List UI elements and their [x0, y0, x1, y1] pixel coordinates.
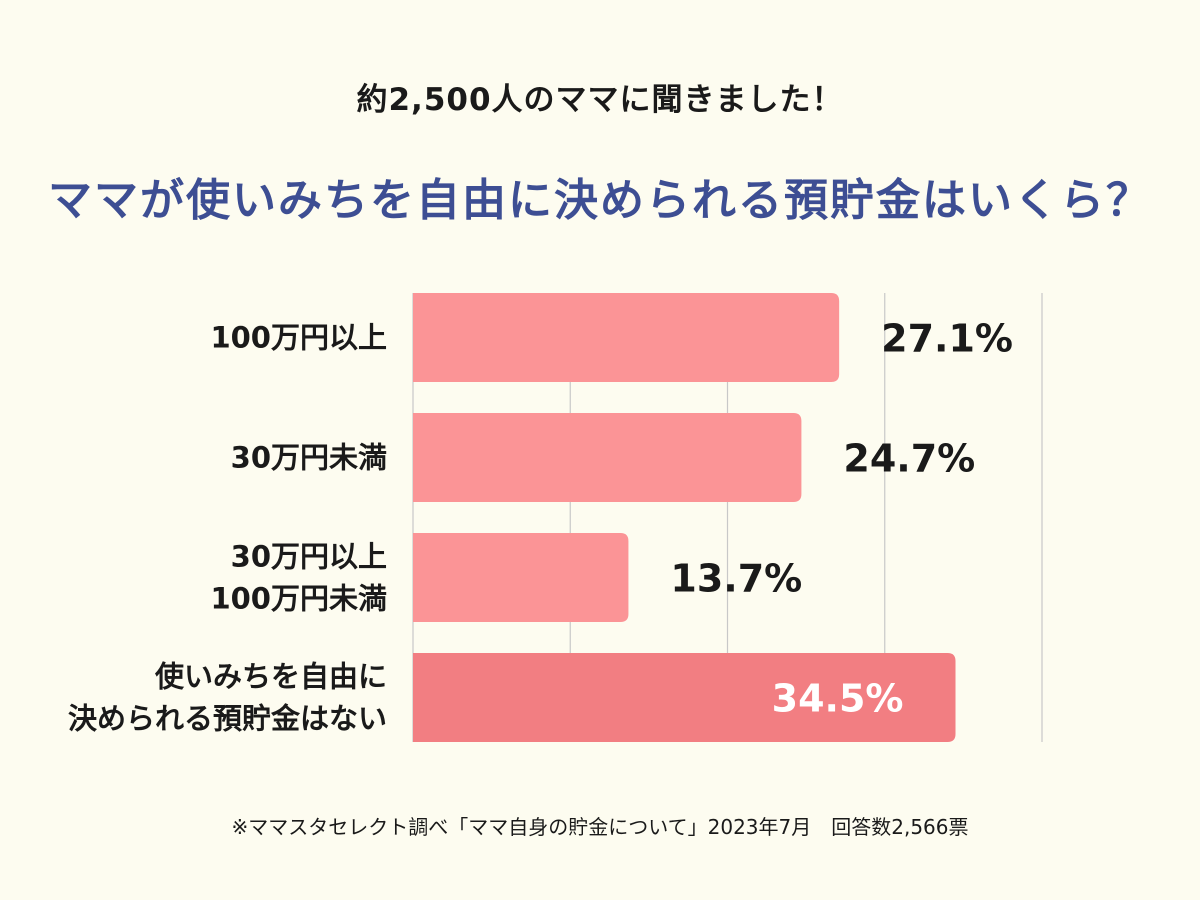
- value-label: 24.7%: [843, 437, 975, 481]
- category-label: 100万円未満: [210, 582, 387, 616]
- category-label: 30万円未満: [231, 441, 387, 475]
- chart-title: ママが使いみちを自由に決められる預貯金はいくら？: [48, 175, 1152, 226]
- category-label: 30万円以上: [231, 540, 387, 574]
- value-label: 27.1%: [881, 317, 1013, 361]
- value-label: 13.7%: [670, 557, 802, 601]
- value-label: 34.5%: [772, 677, 904, 721]
- bar: [413, 653, 956, 742]
- bar: [413, 413, 802, 502]
- footnote: ※ママスタセレクト調べ「ママ自身の貯金について」2023年7月 回答数2,566…: [231, 815, 969, 839]
- category-label: 決められる預貯金はない: [68, 702, 387, 736]
- bar-chart: 100万円以上 27.1% 30万円未満 24.7% 30万円以上 100万円未満 13.7…: [68, 293, 1043, 742]
- bar: [413, 533, 629, 622]
- category-label: 使いみちを自由に: [154, 660, 387, 694]
- bar: [413, 293, 840, 382]
- chart-subtitle: 約2,500人のママに聞きました！: [356, 82, 844, 118]
- category-label: 100万円以上: [210, 321, 387, 355]
